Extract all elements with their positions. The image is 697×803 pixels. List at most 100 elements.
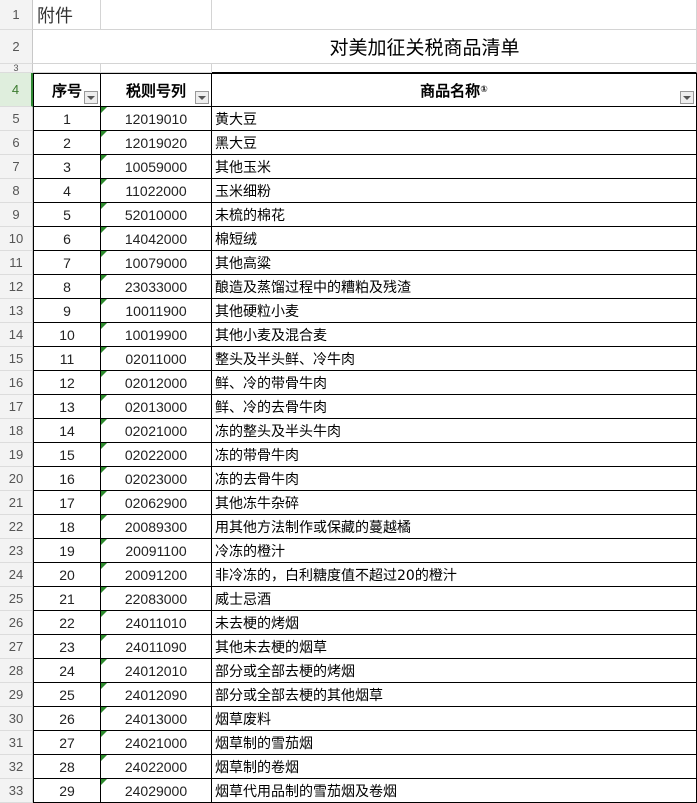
cell[interactable] [212,64,697,73]
product-name-cell[interactable]: 冻的带骨牛肉 [212,443,697,467]
seq-cell[interactable]: 19 [33,539,101,563]
row-header[interactable]: 26 [0,611,33,635]
product-name-cell[interactable]: 棉短绒 [212,227,697,251]
seq-cell[interactable]: 16 [33,467,101,491]
seq-cell[interactable]: 20 [33,563,101,587]
seq-cell[interactable]: 21 [33,587,101,611]
tariff-code-cell[interactable]: 22083000 [101,587,212,611]
row-header[interactable]: 12 [0,275,33,299]
tariff-code-cell[interactable]: 52010000 [101,203,212,227]
product-name-cell[interactable]: 部分或全部去梗的烤烟 [212,659,697,683]
row-header[interactable]: 24 [0,563,33,587]
product-name-cell[interactable]: 冻的整头及半头牛肉 [212,419,697,443]
product-name-cell[interactable]: 其他未去梗的烟草 [212,635,697,659]
cell[interactable] [212,0,697,30]
tariff-code-cell[interactable]: 11022000 [101,179,212,203]
product-name-cell[interactable]: 整头及半头鲜、冷牛肉 [212,347,697,371]
seq-cell[interactable]: 15 [33,443,101,467]
row-header[interactable]: 8 [0,179,33,203]
row-header[interactable]: 1 [0,0,33,30]
row-header[interactable]: 23 [0,539,33,563]
tariff-code-cell[interactable]: 02012000 [101,371,212,395]
tariff-code-cell[interactable]: 24021000 [101,731,212,755]
row-header[interactable]: 29 [0,683,33,707]
seq-cell[interactable]: 1 [33,107,101,131]
product-name-cell[interactable]: 其他高粱 [212,251,697,275]
product-name-cell[interactable]: 其他小麦及混合麦 [212,323,697,347]
product-name-cell[interactable]: 其他冻牛杂碎 [212,491,697,515]
seq-cell[interactable]: 9 [33,299,101,323]
tariff-code-cell[interactable]: 20091200 [101,563,212,587]
product-name-cell[interactable]: 部分或全部去梗的其他烟草 [212,683,697,707]
seq-cell[interactable]: 23 [33,635,101,659]
product-name-cell[interactable]: 未去梗的烤烟 [212,611,697,635]
seq-cell[interactable]: 13 [33,395,101,419]
row-header[interactable]: 3 [0,64,33,73]
row-header[interactable]: 9 [0,203,33,227]
row-header[interactable]: 5 [0,107,33,131]
seq-cell[interactable]: 6 [33,227,101,251]
seq-cell[interactable]: 29 [33,779,101,803]
seq-cell[interactable]: 8 [33,275,101,299]
seq-cell[interactable]: 26 [33,707,101,731]
product-name-cell[interactable]: 非冷冻的，白利糖度值不超过20的橙汁 [212,563,697,587]
tariff-code-cell[interactable]: 24011090 [101,635,212,659]
cell[interactable] [33,64,101,73]
row-header[interactable]: 21 [0,491,33,515]
seq-cell[interactable]: 10 [33,323,101,347]
product-name-cell[interactable]: 未梳的棉花 [212,203,697,227]
seq-cell[interactable]: 28 [33,755,101,779]
tariff-code-cell[interactable]: 14042000 [101,227,212,251]
row-header[interactable]: 7 [0,155,33,179]
seq-cell[interactable]: 18 [33,515,101,539]
tariff-code-cell[interactable]: 24011010 [101,611,212,635]
tariff-code-cell[interactable]: 02022000 [101,443,212,467]
filter-dropdown-icon[interactable] [195,91,209,104]
row-header[interactable]: 10 [0,227,33,251]
tariff-code-cell[interactable]: 10019900 [101,323,212,347]
row-header[interactable]: 17 [0,395,33,419]
row-header[interactable]: 16 [0,371,33,395]
row-header[interactable]: 30 [0,707,33,731]
tariff-code-cell[interactable]: 24029000 [101,779,212,803]
filter-dropdown-icon[interactable] [680,91,694,104]
row-header[interactable]: 19 [0,443,33,467]
product-name-cell[interactable]: 烟草制的卷烟 [212,755,697,779]
row-header[interactable]: 31 [0,731,33,755]
product-name-cell[interactable]: 黑大豆 [212,131,697,155]
tariff-code-cell[interactable]: 24013000 [101,707,212,731]
tariff-code-cell[interactable]: 10059000 [101,155,212,179]
attachment-label[interactable]: 附件 [33,0,101,30]
column-header-tariff[interactable]: 税则号列 [101,73,212,107]
tariff-code-cell[interactable]: 12019020 [101,131,212,155]
product-name-cell[interactable]: 用其他方法制作或保藏的蔓越橘 [212,515,697,539]
product-name-cell[interactable]: 烟草制的雪茄烟 [212,731,697,755]
tariff-code-cell[interactable]: 24012090 [101,683,212,707]
seq-cell[interactable]: 25 [33,683,101,707]
row-header[interactable]: 32 [0,755,33,779]
product-name-cell[interactable]: 鲜、冷的带骨牛肉 [212,371,697,395]
row-header[interactable]: 13 [0,299,33,323]
row-header[interactable]: 28 [0,659,33,683]
seq-cell[interactable]: 12 [33,371,101,395]
seq-cell[interactable]: 2 [33,131,101,155]
tariff-code-cell[interactable]: 10079000 [101,251,212,275]
tariff-code-cell[interactable]: 12019010 [101,107,212,131]
tariff-code-cell[interactable]: 23033000 [101,275,212,299]
row-header[interactable]: 15 [0,347,33,371]
row-header[interactable]: 27 [0,635,33,659]
row-header[interactable]: 33 [0,779,33,803]
product-name-cell[interactable]: 威士忌酒 [212,587,697,611]
tariff-code-cell[interactable]: 10011900 [101,299,212,323]
product-name-cell[interactable]: 冷冻的橙汁 [212,539,697,563]
product-name-cell[interactable]: 其他玉米 [212,155,697,179]
seq-cell[interactable]: 14 [33,419,101,443]
product-name-cell[interactable]: 烟草代用品制的雪茄烟及卷烟 [212,779,697,803]
tariff-code-cell[interactable]: 02013000 [101,395,212,419]
tariff-code-cell[interactable]: 20089300 [101,515,212,539]
row-header[interactable]: 11 [0,251,33,275]
product-name-cell[interactable]: 鲜、冷的去骨牛肉 [212,395,697,419]
row-header[interactable]: 18 [0,419,33,443]
tariff-code-cell[interactable]: 20091100 [101,539,212,563]
tariff-code-cell[interactable]: 02021000 [101,419,212,443]
